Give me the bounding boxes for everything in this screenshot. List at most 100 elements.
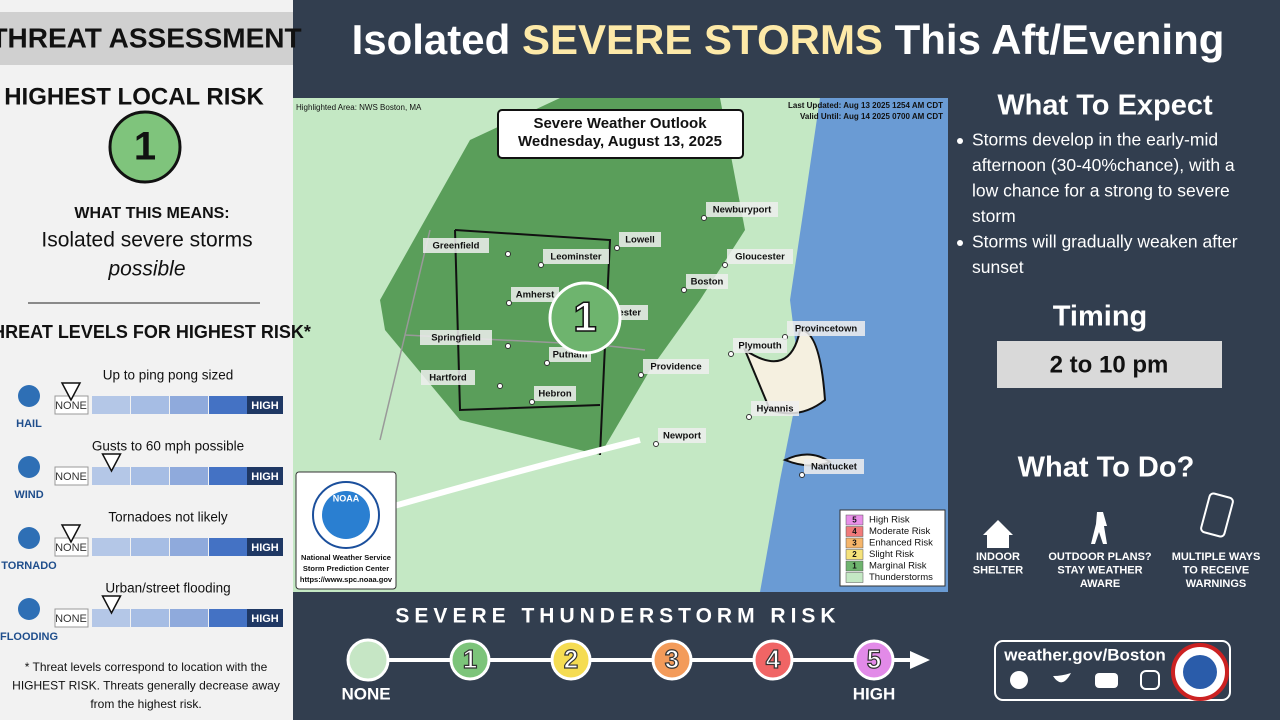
legend-swatch <box>845 537 864 549</box>
high-label: HIGH <box>251 400 279 412</box>
level-segment <box>131 396 169 414</box>
legend-name: Moderate Risk <box>869 526 930 537</box>
city-label: Amherst <box>516 290 555 301</box>
means-label: WHAT THIS MEANS: <box>74 205 229 222</box>
bullet-text: afternoon (30-40%chance), with a <box>972 155 1235 175</box>
todo-label: OUTDOOR PLANS? <box>1048 551 1152 563</box>
facebook-icon[interactable] <box>1010 671 1028 689</box>
risk-circle <box>108 110 182 184</box>
levels-title: THREAT LEVELS FOR HIGHEST RISK* <box>0 322 311 342</box>
city-label-bg <box>423 238 489 253</box>
level-marker <box>60 524 82 544</box>
todo-label: SHELTER <box>973 564 1024 576</box>
twitter-icon[interactable] <box>1053 673 1071 683</box>
city-label-bg <box>787 321 865 336</box>
todo-label: TO RECEIVE <box>1183 564 1249 576</box>
means-italic: possible <box>107 258 185 281</box>
city-dot <box>681 287 687 293</box>
phone-icon <box>1200 492 1234 538</box>
outlook-date: Wednesday, August 13, 2025 <box>518 133 722 150</box>
threat-name: FLOODING <box>0 631 58 643</box>
timing-box <box>997 341 1222 388</box>
noaa-line: Storm Prediction Center <box>303 564 389 573</box>
todo-label: AWARE <box>1080 578 1120 590</box>
footer-box <box>994 640 1231 701</box>
city-dot <box>746 414 752 420</box>
legend-level: 5 <box>852 516 857 525</box>
state-line <box>379 229 431 441</box>
city-label-bg <box>706 202 778 217</box>
city-dot <box>497 383 503 389</box>
city-dot <box>722 262 728 268</box>
title-part: Isolated <box>352 16 522 63</box>
city-dot <box>701 215 707 221</box>
todo-label: STAY WEATHER <box>1057 564 1142 576</box>
risk-label: HIGHEST LOCAL RISK <box>4 83 264 110</box>
city-label-bg <box>686 274 728 289</box>
level-segment <box>92 609 130 627</box>
city-label-bg <box>727 249 793 264</box>
shelter-icon <box>983 520 1013 548</box>
none-label: NONE <box>55 613 87 625</box>
todo-title: What To Do? <box>1018 452 1195 484</box>
instagram-icon[interactable] <box>1140 670 1160 690</box>
title-part: This Aft/Evening <box>883 16 1224 63</box>
scale-level <box>853 639 895 681</box>
footnote: * Threat levels correspond to location w… <box>25 660 268 674</box>
city-label: Newport <box>663 431 702 442</box>
todo-label: WARNINGS <box>1186 578 1247 590</box>
threat-desc: Gusts to 60 mph possible <box>92 439 244 454</box>
outlook-box <box>497 109 744 159</box>
legend-level: 2 <box>852 550 857 559</box>
bullet-text: Storms will gradually weaken after <box>972 232 1238 252</box>
level-segment <box>92 467 130 485</box>
level-segment <box>209 467 247 485</box>
none-label: NONE <box>55 542 87 554</box>
youtube-icon[interactable] <box>1095 673 1118 688</box>
city-label-bg <box>619 232 661 247</box>
main-title: Isolated SEVERE STORMS This Aft/Evening <box>352 16 1225 63</box>
legend-swatch <box>845 549 864 560</box>
city-dot <box>653 441 659 447</box>
city-label-bg <box>643 359 709 374</box>
level-segment <box>209 396 247 414</box>
todo-label: MULTIPLE WAYS <box>1172 551 1261 563</box>
city-dot <box>506 300 512 306</box>
scale-level <box>449 639 491 681</box>
city-label: Putnam <box>553 350 588 361</box>
expect-title: What To Expect <box>997 90 1213 122</box>
city-label: Nantucket <box>811 462 858 473</box>
city-label: Newburyport <box>713 205 772 216</box>
noaa-logo-text: NOAA <box>333 493 360 503</box>
scale-level <box>752 639 794 681</box>
threat-icon <box>18 456 40 478</box>
means-text: Isolated severe storms <box>41 229 252 252</box>
timing-title: Timing <box>1053 301 1148 333</box>
scale-level <box>550 639 592 681</box>
city-label-bg <box>733 338 787 353</box>
legend-name: Slight Risk <box>869 549 914 560</box>
level-marker <box>60 382 82 402</box>
nws-logo-inner <box>1183 655 1217 689</box>
city-label-bg <box>658 428 706 443</box>
city-label: Providence <box>650 362 701 373</box>
bullet-text: low chance for a strong to severe <box>972 181 1230 201</box>
threat-desc: Up to ping pong sized <box>103 368 234 383</box>
scale-level-label: 1 <box>463 644 477 674</box>
threat-name: WIND <box>14 489 43 501</box>
threat-icon <box>18 527 40 549</box>
legend-swatch <box>845 560 864 572</box>
todo-label: INDOOR <box>976 551 1020 563</box>
city-label-bg <box>543 249 609 264</box>
city-label: Springfield <box>431 333 481 344</box>
city-label: Gloucester <box>735 252 785 263</box>
sidebar-header: THREAT ASSESSMENT <box>0 22 302 53</box>
scale-level-label: 3 <box>665 644 679 674</box>
legend-level: 4 <box>852 527 857 536</box>
map-updated: Last Updated: Aug 13 2025 1254 AM CDT <box>788 101 943 110</box>
none-box <box>54 608 89 628</box>
threat-icon <box>18 598 40 620</box>
hiker-icon <box>1091 512 1107 544</box>
level-segment <box>131 538 169 556</box>
